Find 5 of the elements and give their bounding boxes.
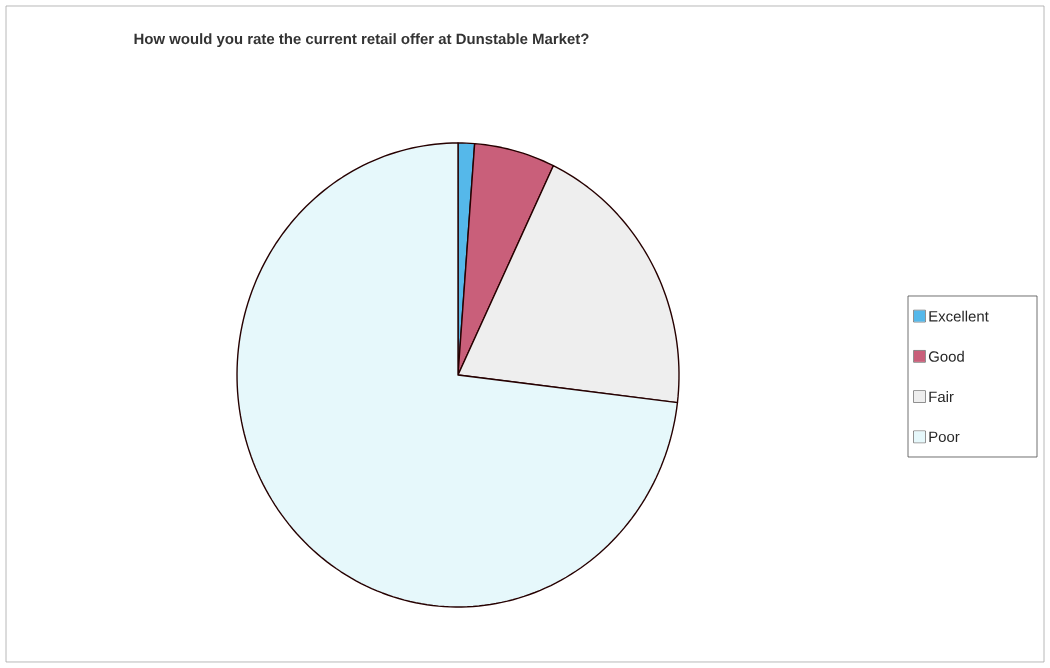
- legend-label: Fair: [929, 391, 954, 403]
- chart-title: How would you rate the current retail offer at Dunstable Market?: [134, 33, 589, 48]
- legend-label: Excellent: [929, 310, 989, 322]
- legend-label: Good: [928, 350, 964, 362]
- legend-label: Poor: [929, 431, 960, 443]
